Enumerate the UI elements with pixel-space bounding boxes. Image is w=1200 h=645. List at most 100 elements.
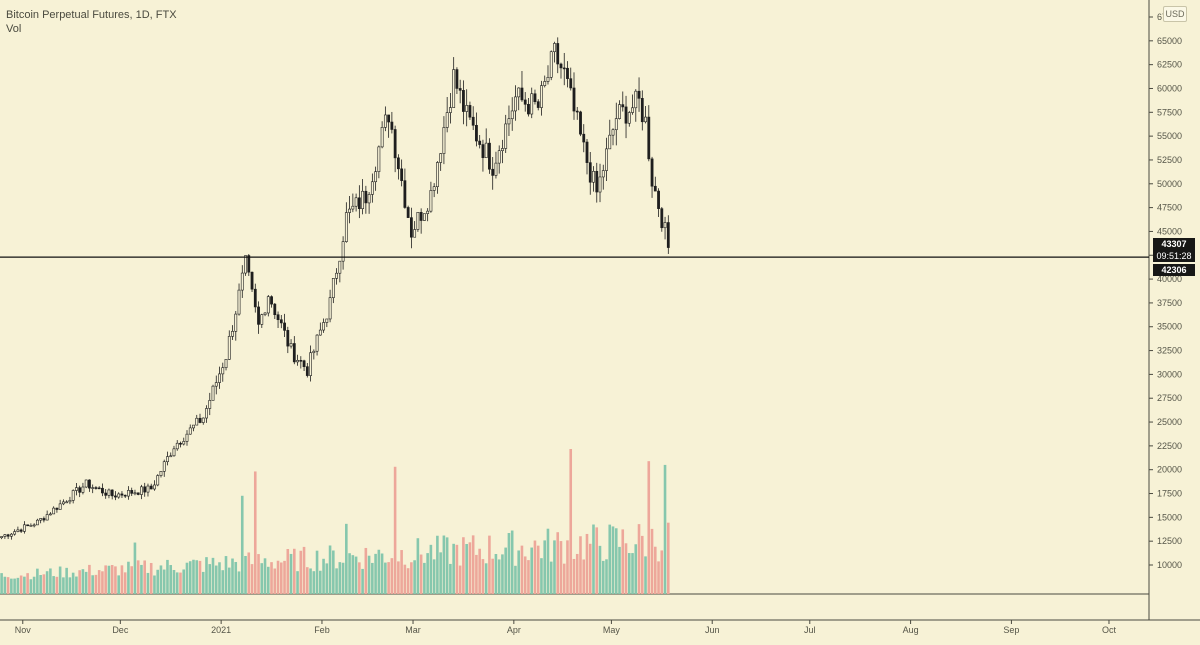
y-axis-tick-label: 37500	[1157, 298, 1182, 308]
volume-bar	[198, 560, 202, 594]
volume-bar	[36, 568, 39, 594]
volume-bar	[634, 544, 638, 594]
candle-down	[579, 111, 582, 135]
candle-up	[32, 524, 36, 527]
volume-bar	[592, 524, 595, 594]
candle-down	[588, 162, 592, 183]
candle-down	[640, 98, 644, 123]
candle-up	[153, 484, 156, 490]
candle-up	[182, 441, 186, 445]
candle-up	[634, 90, 638, 109]
candle-up	[107, 489, 111, 496]
volume-bar	[533, 540, 537, 594]
volume-bar	[289, 553, 293, 594]
x-axis-tick-label: 2021	[211, 625, 231, 635]
candle-up	[29, 525, 33, 527]
countdown-label: 09:51:28	[1153, 249, 1195, 262]
candle-up	[309, 352, 312, 376]
candle-up	[553, 43, 556, 53]
currency-badge[interactable]: USD	[1163, 6, 1187, 22]
candle-up	[432, 186, 436, 191]
x-axis-tick-label: Oct	[1102, 625, 1117, 635]
candle-down	[478, 140, 482, 145]
volume-bar	[618, 546, 621, 594]
volume-bar	[364, 547, 368, 594]
volume-bar	[462, 537, 465, 594]
volume-bar	[153, 575, 156, 594]
candle-up	[221, 367, 225, 375]
candle-down	[357, 197, 361, 210]
candle-up	[510, 110, 514, 120]
volume-bar	[140, 564, 143, 594]
volume-bar	[608, 524, 612, 594]
y-axis-tick-label: 65000	[1157, 36, 1182, 46]
candle-down	[149, 485, 153, 490]
candle-down	[409, 217, 413, 238]
candle-down	[94, 487, 98, 489]
candle-down	[585, 141, 589, 163]
x-axis-tick-label: Jul	[804, 625, 816, 635]
volume-bar	[439, 552, 442, 594]
candle-up	[71, 490, 75, 501]
volume-bar	[166, 559, 169, 594]
candle-up	[3, 534, 7, 537]
volume-bar	[270, 562, 273, 594]
candle-down	[279, 319, 283, 324]
candle-down	[55, 507, 59, 510]
candle-down	[569, 78, 573, 89]
candle-down	[533, 93, 537, 102]
candle-down	[179, 442, 182, 445]
volume-bar	[614, 528, 618, 594]
candle-down	[26, 524, 30, 527]
y-axis-tick-label: 62500	[1157, 60, 1182, 70]
volume-bar	[283, 560, 286, 594]
volume-bar	[214, 565, 218, 594]
volume-bar	[549, 561, 553, 594]
volume-bar	[426, 553, 429, 594]
candle-down	[657, 190, 660, 209]
candle-up	[507, 118, 511, 125]
volume-bar	[10, 578, 13, 594]
candle-up	[445, 112, 449, 128]
candle-up	[517, 87, 521, 98]
candle-up	[218, 373, 221, 383]
volume-bar	[377, 549, 381, 594]
candle-up	[237, 289, 241, 315]
volume-bar	[192, 559, 195, 594]
candle-up	[140, 486, 143, 495]
candle-up	[598, 176, 602, 193]
volume-bar	[234, 561, 238, 594]
volume-bar	[201, 571, 205, 594]
candle-up	[546, 77, 550, 82]
volume-bar	[62, 577, 65, 594]
candle-up	[84, 479, 88, 488]
candle-down	[403, 180, 407, 208]
candle-up	[208, 400, 212, 409]
candle-up	[423, 213, 426, 221]
candle-up	[318, 329, 322, 336]
candle-down	[19, 529, 23, 532]
volume-bar	[123, 572, 127, 594]
candle-up	[35, 519, 39, 526]
volume-bar	[455, 544, 459, 594]
volume-bar	[0, 573, 3, 594]
volume-bar	[562, 563, 566, 594]
candle-up	[296, 360, 299, 363]
volume-bar	[504, 547, 507, 594]
volume-bar	[65, 567, 68, 594]
candle-down	[101, 487, 104, 494]
volume-bar	[335, 568, 338, 594]
volume-bar	[393, 466, 397, 594]
volume-bar	[367, 555, 371, 594]
candle-up	[426, 210, 430, 214]
candle-up	[289, 343, 293, 347]
candle-up	[370, 181, 374, 195]
volume-bar	[637, 524, 641, 594]
volume-bar	[611, 526, 615, 594]
volume-bar	[117, 575, 120, 594]
candle-up	[91, 487, 95, 489]
volume-bar	[32, 576, 36, 594]
candle-down	[536, 101, 540, 108]
volume-bar	[81, 569, 85, 594]
